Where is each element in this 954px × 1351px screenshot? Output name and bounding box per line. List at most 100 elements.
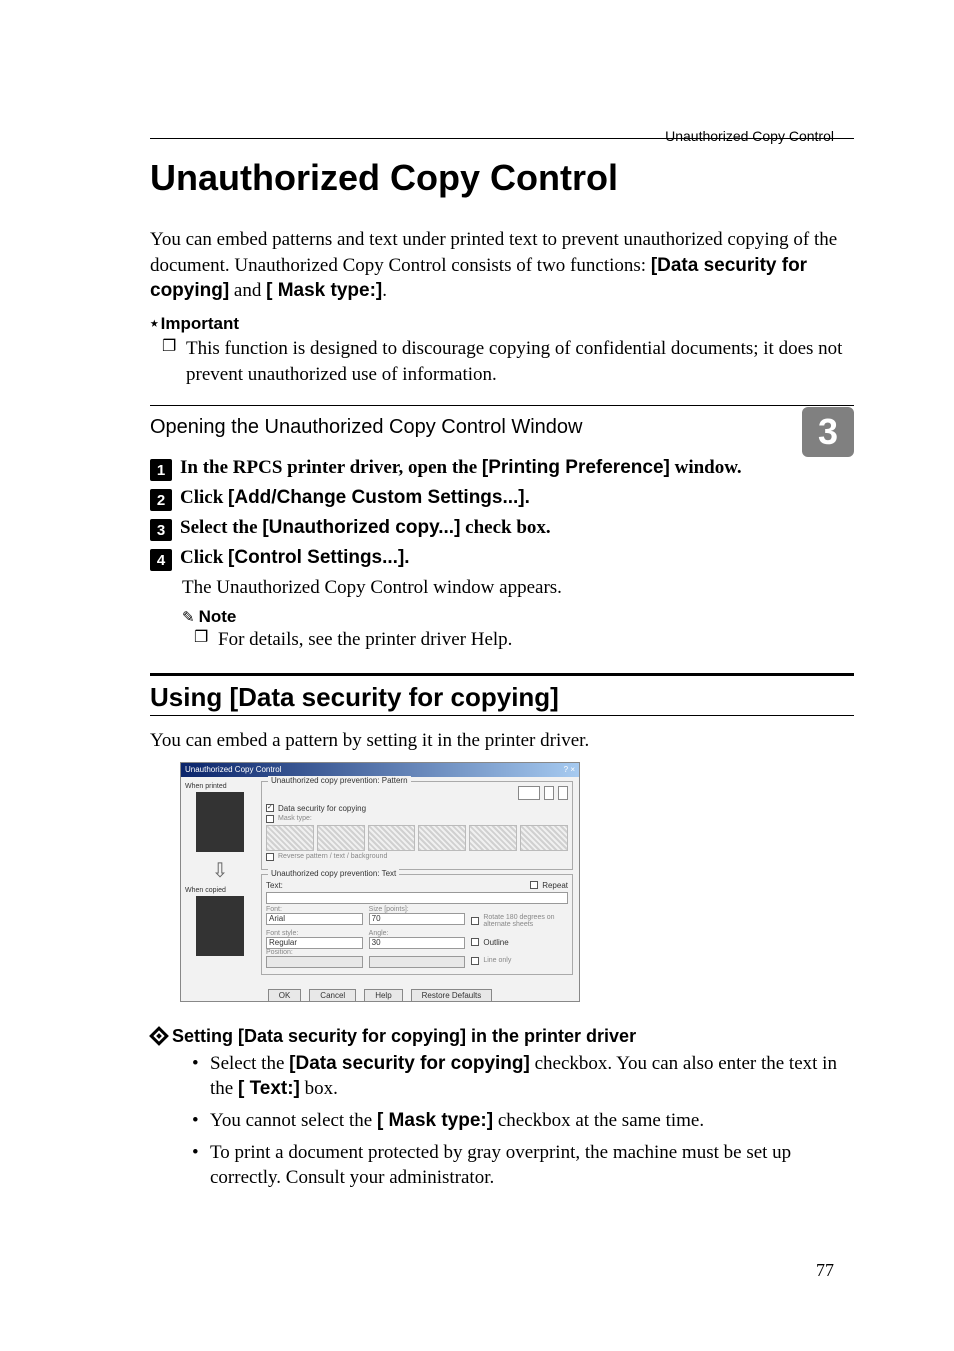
- intro-paragraph: You can embed patterns and text under pr…: [150, 227, 854, 304]
- ss-thumb-printed: [196, 792, 244, 852]
- step-1-text: In the RPCS printer driver, open the [Pr…: [180, 457, 742, 479]
- important-list: This function is designed to discourage …: [150, 336, 854, 387]
- ss-row-text: Text: Repeat: [266, 881, 568, 890]
- bullet-2-bold: [ Mask type:]: [377, 1110, 493, 1131]
- ss-cancel-button: Cancel: [309, 989, 356, 1002]
- ss-colorbox-3: [558, 786, 568, 800]
- ss-pattern-swatch: [368, 825, 416, 851]
- step-1-bold: [Printing Preference]: [482, 457, 670, 478]
- ss-font-row: Font: Arial Size [points]: 70 Rotate 180…: [266, 906, 568, 930]
- h2-body: You can embed a pattern by setting it in…: [150, 730, 854, 752]
- bullet-1-bold2: [ Text:]: [238, 1078, 300, 1099]
- diamond-label: Setting [Data security for copying] in t…: [172, 1026, 636, 1047]
- ss-body: When printed ⇩ When copied Unauthorized …: [181, 777, 579, 987]
- ss-input-font: Arial: [266, 913, 363, 925]
- ss-label-angle: Angle:: [369, 930, 466, 937]
- ss-help-button: Help: [364, 989, 402, 1002]
- step-1: 1 In the RPCS printer driver, open the […: [150, 457, 854, 481]
- ss-label-repeat: Repeat: [542, 881, 568, 890]
- ss-checkbox-rotate: [471, 917, 479, 925]
- step-2: 2 Click [Add/Change Custom Settings...].: [150, 487, 854, 511]
- ss-thumb-copied: [196, 896, 244, 956]
- ss-row-mask: Mask type:: [266, 815, 568, 823]
- ss-label-reverse: Reverse pattern / text / background: [278, 853, 387, 860]
- bullet-2-b: checkbox at the same time.: [493, 1110, 704, 1131]
- ss-right-panel: Unauthorized copy prevention: Pattern Da…: [259, 777, 579, 987]
- step-4-followup: The Unauthorized Copy Control window app…: [182, 577, 854, 599]
- step-4-text: Click [Control Settings...].: [180, 547, 410, 569]
- ss-text-input: [266, 892, 568, 904]
- bullet-list: Select the [Data security for copying] c…: [192, 1051, 854, 1191]
- ss-label-mask: Mask type:: [278, 815, 312, 822]
- ss-left-panel: When printed ⇩ When copied: [181, 777, 259, 987]
- ss-when-printed-label: When printed: [185, 783, 255, 790]
- ss-checkbox-reverse: [266, 853, 274, 861]
- step-3-bold: [Unauthorized copy...]: [262, 517, 460, 538]
- ss-input-angle: 30: [369, 937, 466, 949]
- important-icon: ⭑: [150, 315, 159, 333]
- ss-input-style: Regular: [266, 937, 363, 949]
- ss-pattern-swatch: [266, 825, 314, 851]
- step-1-b: window.: [670, 457, 742, 478]
- note-list: For details, see the printer driver Help…: [182, 627, 854, 653]
- step-3-b: check box.: [460, 517, 550, 538]
- note-item: For details, see the printer driver Help…: [200, 627, 854, 653]
- bullet-3: To print a document protected by gray ov…: [192, 1140, 854, 1191]
- note-heading: ✎ Note: [182, 607, 854, 627]
- ss-label-pos: Position:: [266, 949, 363, 956]
- heavy-rule: [150, 673, 854, 676]
- ss-button-row: OK Cancel Help Restore Defaults: [181, 987, 579, 1002]
- page-title: Unauthorized Copy Control: [150, 157, 854, 199]
- ss-checkbox-repeat: [530, 881, 538, 889]
- ss-label-font: Font:: [266, 906, 363, 913]
- step-4-number-icon: 4: [150, 549, 172, 571]
- ss-group-pattern: Unauthorized copy prevention: Pattern Da…: [261, 781, 573, 870]
- ss-pattern-swatch: [520, 825, 568, 851]
- ss-ok-button: OK: [268, 989, 302, 1002]
- section-subhead: Opening the Unauthorized Copy Control Wi…: [150, 416, 854, 439]
- ss-group-pattern-title: Unauthorized copy prevention: Pattern: [268, 776, 411, 785]
- ss-checkbox-mask: [266, 815, 274, 823]
- step-4-a: Click: [180, 547, 228, 568]
- ss-style-row: Font style: Regular Angle: 30 Outline: [266, 930, 568, 949]
- note-icon: ✎: [182, 608, 195, 627]
- running-header: Unauthorized Copy Control: [665, 128, 834, 144]
- ss-restore-button: Restore Defaults: [411, 989, 493, 1002]
- ss-label-text: Text:: [266, 881, 283, 890]
- step-2-number-icon: 2: [150, 489, 172, 511]
- intro-end: .: [382, 280, 387, 301]
- step-4-bold: [Control Settings...].: [228, 547, 410, 568]
- h2-title: Using [Data security for copying]: [150, 682, 854, 713]
- ss-label-rotate: Rotate 180 degrees on alternate sheets: [483, 914, 568, 928]
- important-label: Important: [161, 314, 239, 334]
- ss-pattern-swatch: [317, 825, 365, 851]
- bullet-1-c: box.: [300, 1078, 338, 1099]
- ss-input-pos: [266, 956, 363, 968]
- ss-checkbox-outline: [471, 938, 479, 946]
- h2-underline: [150, 715, 854, 716]
- ss-input-size: 70: [369, 913, 466, 925]
- step-2-text: Click [Add/Change Custom Settings...].: [180, 487, 530, 509]
- ss-label-blank: [369, 949, 466, 956]
- page-number: 77: [816, 1260, 834, 1281]
- bullet-1-a: Select the: [210, 1053, 289, 1074]
- ss-pattern-swatch: [469, 825, 517, 851]
- ss-color-row: [266, 786, 568, 800]
- step-3-number-icon: 3: [150, 519, 172, 541]
- step-1-a: In the RPCS printer driver, open the: [180, 457, 482, 478]
- ss-group-text: Unauthorized copy prevention: Text Text:…: [261, 874, 573, 975]
- step-2-a: Click: [180, 487, 228, 508]
- ss-checkbox-datasec: [266, 804, 274, 812]
- ss-titlebar: Unauthorized Copy Control ? ×: [181, 763, 579, 777]
- dialog-screenshot: Unauthorized Copy Control ? × When print…: [180, 762, 580, 1002]
- ss-colorbox-1: [518, 786, 540, 800]
- section-rule: [150, 405, 854, 406]
- ss-colorbox-2: [544, 786, 554, 800]
- step-3-a: Select the: [180, 517, 262, 538]
- ss-label-size: Size [points]:: [369, 906, 466, 913]
- ss-title: Unauthorized Copy Control: [185, 763, 282, 777]
- chapter-tab: 3: [802, 407, 854, 457]
- step-4: 4 Click [Control Settings...].: [150, 547, 854, 571]
- important-item: This function is designed to discourage …: [168, 336, 854, 387]
- intro-bold-2: [ Mask type:]: [266, 280, 382, 301]
